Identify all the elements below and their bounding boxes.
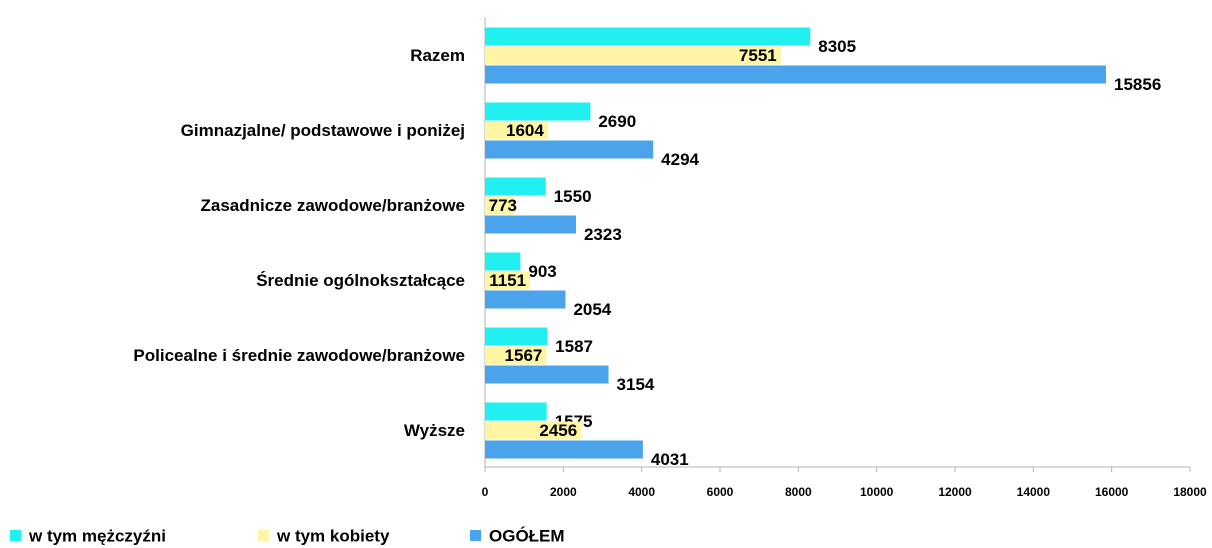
legend-swatch xyxy=(470,530,481,541)
bar xyxy=(485,215,576,234)
value-label: 4294 xyxy=(661,150,699,169)
bar xyxy=(485,402,547,421)
bar xyxy=(485,365,609,384)
value-label: 773 xyxy=(489,196,517,215)
bar xyxy=(485,121,548,140)
x-tick-label: 10000 xyxy=(860,485,894,499)
value-label: 1550 xyxy=(554,187,592,206)
bar xyxy=(485,27,811,46)
legend-swatch xyxy=(258,530,269,541)
category-label: Wyższe xyxy=(404,421,465,440)
legend-swatch xyxy=(10,530,21,541)
value-label: 8305 xyxy=(818,37,856,56)
value-label: 2323 xyxy=(584,225,622,244)
value-label: 7551 xyxy=(739,46,777,65)
bar xyxy=(485,252,521,271)
value-label: 4031 xyxy=(651,450,689,469)
value-label: 1587 xyxy=(555,337,593,356)
category-label: Razem xyxy=(410,46,465,65)
category-label: Gimnazjalne/ podstawowe i poniżej xyxy=(181,121,465,140)
legend-label: w tym kobiety xyxy=(276,526,390,545)
value-label: 903 xyxy=(528,262,556,281)
bar xyxy=(485,271,531,290)
bar xyxy=(485,440,643,459)
bar xyxy=(485,196,516,215)
bar xyxy=(485,46,781,65)
x-tick-label: 14000 xyxy=(1017,485,1051,499)
x-tick-label: 0 xyxy=(482,485,489,499)
category-label: Policealne i średnie zawodowe/branżowe xyxy=(133,346,465,365)
bar xyxy=(485,346,547,365)
bar xyxy=(485,177,546,196)
x-tick-label: 8000 xyxy=(785,485,812,499)
legend-label: OGÓŁEM xyxy=(489,526,565,545)
bar xyxy=(485,290,566,309)
x-tick-label: 2000 xyxy=(550,485,577,499)
x-tick-label: 16000 xyxy=(1095,485,1129,499)
value-label: 2690 xyxy=(598,112,636,131)
bar xyxy=(485,65,1107,84)
legend-label: w tym mężczyźni xyxy=(28,526,166,545)
value-label: 3154 xyxy=(617,375,655,394)
bar xyxy=(485,421,582,440)
x-tick-label: 6000 xyxy=(707,485,734,499)
bar xyxy=(485,102,591,121)
value-label: 2456 xyxy=(539,421,577,440)
value-label: 1151 xyxy=(489,271,526,290)
value-label: 1567 xyxy=(505,346,543,365)
bar xyxy=(485,327,548,346)
value-label: 1604 xyxy=(506,121,544,140)
x-tick-label: 18000 xyxy=(1173,485,1207,499)
x-tick-label: 12000 xyxy=(938,485,972,499)
value-label: 2054 xyxy=(573,300,611,319)
category-label: Średnie ogólnokształcące xyxy=(256,271,465,290)
value-label: 15856 xyxy=(1114,75,1161,94)
bar xyxy=(485,140,654,159)
category-label: Zasadnicze zawodowe/branżowe xyxy=(200,196,465,215)
x-tick-label: 4000 xyxy=(628,485,655,499)
